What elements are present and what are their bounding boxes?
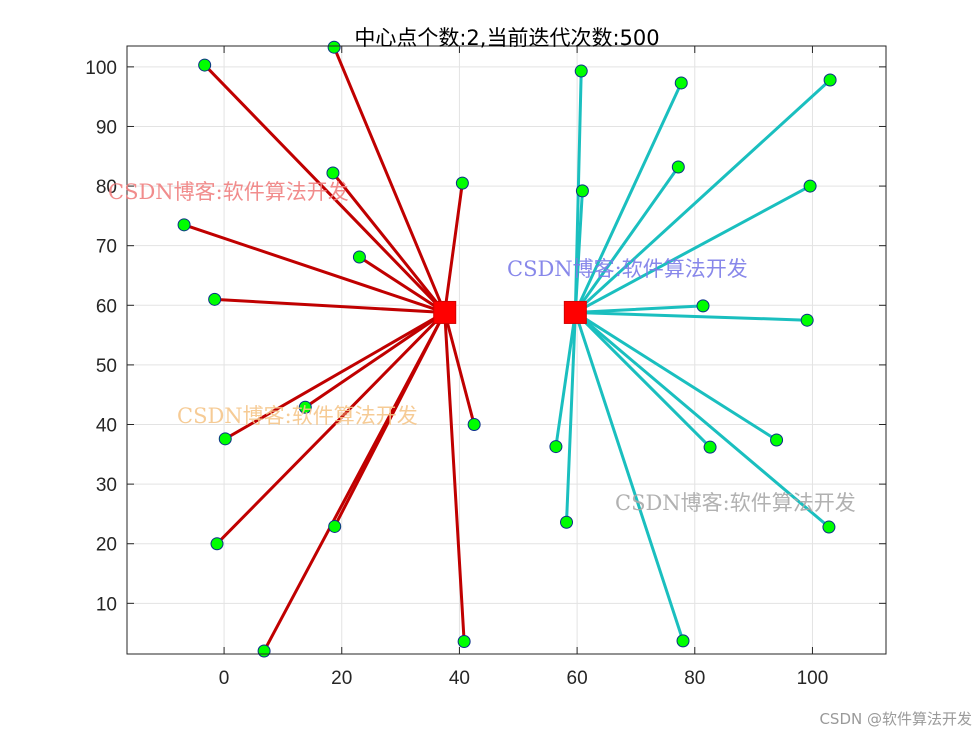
cluster-link-line (213, 297, 447, 314)
cluster-link-line (573, 165, 680, 314)
data-point (352, 250, 366, 264)
data-point (208, 292, 222, 306)
data-points (177, 40, 837, 658)
data-point (674, 76, 688, 90)
data-point (327, 40, 341, 54)
data-point (574, 64, 588, 78)
x-tick-label: 0 (219, 668, 230, 689)
cluster-links (182, 45, 832, 653)
data-point (703, 440, 717, 454)
data-point (210, 537, 224, 551)
y-tick-label: 40 (96, 416, 117, 437)
x-tick-label: 60 (567, 668, 588, 689)
cluster-link-line (443, 181, 464, 314)
data-point (676, 634, 690, 648)
cluster-link-line (357, 255, 447, 314)
cluster-center-marker (433, 300, 457, 324)
y-tick-label: 20 (96, 535, 117, 556)
x-tick-label: 100 (797, 668, 829, 689)
cluster-link-line (573, 310, 779, 442)
data-point (800, 313, 814, 327)
grid-lines (127, 46, 886, 654)
y-tick-label: 30 (96, 475, 117, 496)
cluster-link-line (573, 310, 831, 529)
cluster-link-line (262, 310, 447, 653)
y-tick-label: 10 (96, 594, 117, 615)
data-point (770, 433, 784, 447)
cluster-link-line (303, 310, 447, 409)
cluster-link-line (332, 45, 447, 314)
data-point (455, 176, 469, 190)
cluster-link-line (573, 184, 812, 314)
cluster-centers (433, 300, 587, 324)
data-point (696, 299, 710, 313)
data-point (257, 644, 271, 658)
data-point (549, 440, 563, 454)
data-point (218, 432, 232, 446)
y-tick-label: 70 (96, 237, 117, 258)
cluster-link-line (554, 310, 577, 449)
data-point (326, 166, 340, 180)
x-tick-label: 40 (449, 668, 470, 689)
cluster-link-line (573, 304, 705, 314)
watermark-text: CSDN博客:软件算法开发 (108, 180, 349, 204)
y-tick-label: 90 (96, 117, 117, 138)
x-axis-ticks: 0 20 40 60 80 100 (219, 46, 829, 689)
data-point (560, 515, 574, 529)
watermark-text: CSDN博客:软件算法开发 (615, 491, 856, 515)
plot-area (127, 46, 886, 654)
cluster-link-line (573, 310, 712, 449)
cluster-link-line (203, 63, 447, 314)
chart-title: 中心点个数:2,当前迭代次数:500 (354, 26, 659, 50)
cluster-center-marker (563, 300, 587, 324)
cluster-link-line (573, 189, 584, 314)
cluster-link-line (573, 310, 685, 643)
cluster-link-line (573, 78, 832, 314)
cluster-link-line (223, 310, 447, 441)
y-tick-label: 80 (96, 177, 117, 198)
cluster-link-line (443, 310, 466, 643)
x-tick-label: 20 (331, 668, 352, 689)
y-tick-label: 60 (96, 296, 117, 317)
cluster-link-line (215, 310, 447, 546)
data-point (198, 58, 212, 72)
cluster-link-line (182, 223, 447, 314)
cluster-link-line (573, 81, 683, 314)
axes-frame (126, 45, 887, 655)
data-point (671, 160, 685, 174)
data-point (457, 634, 471, 648)
x-tick-label: 80 (684, 668, 705, 689)
data-point (177, 218, 191, 232)
data-point (298, 400, 312, 414)
credit-text: CSDN @软件算法开发 (819, 710, 972, 728)
y-tick-label: 50 (96, 356, 117, 377)
cluster-link-line (331, 171, 447, 314)
cluster-link-line (565, 310, 577, 524)
y-tick-label: 100 (85, 58, 117, 79)
data-point (823, 73, 837, 87)
data-point (803, 179, 817, 193)
cluster-link-line (573, 310, 809, 322)
y-axis-ticks: 10 20 30 40 50 60 70 80 90 100 (85, 58, 886, 615)
watermark-text: CSDN博客:软件算法开发 (177, 404, 418, 428)
data-point (328, 519, 342, 533)
watermark-text: CSDN博客:软件算法开发 (507, 257, 748, 281)
data-point (822, 520, 836, 534)
data-point (575, 184, 589, 198)
cluster-link-line (443, 310, 476, 427)
data-point (467, 418, 481, 432)
